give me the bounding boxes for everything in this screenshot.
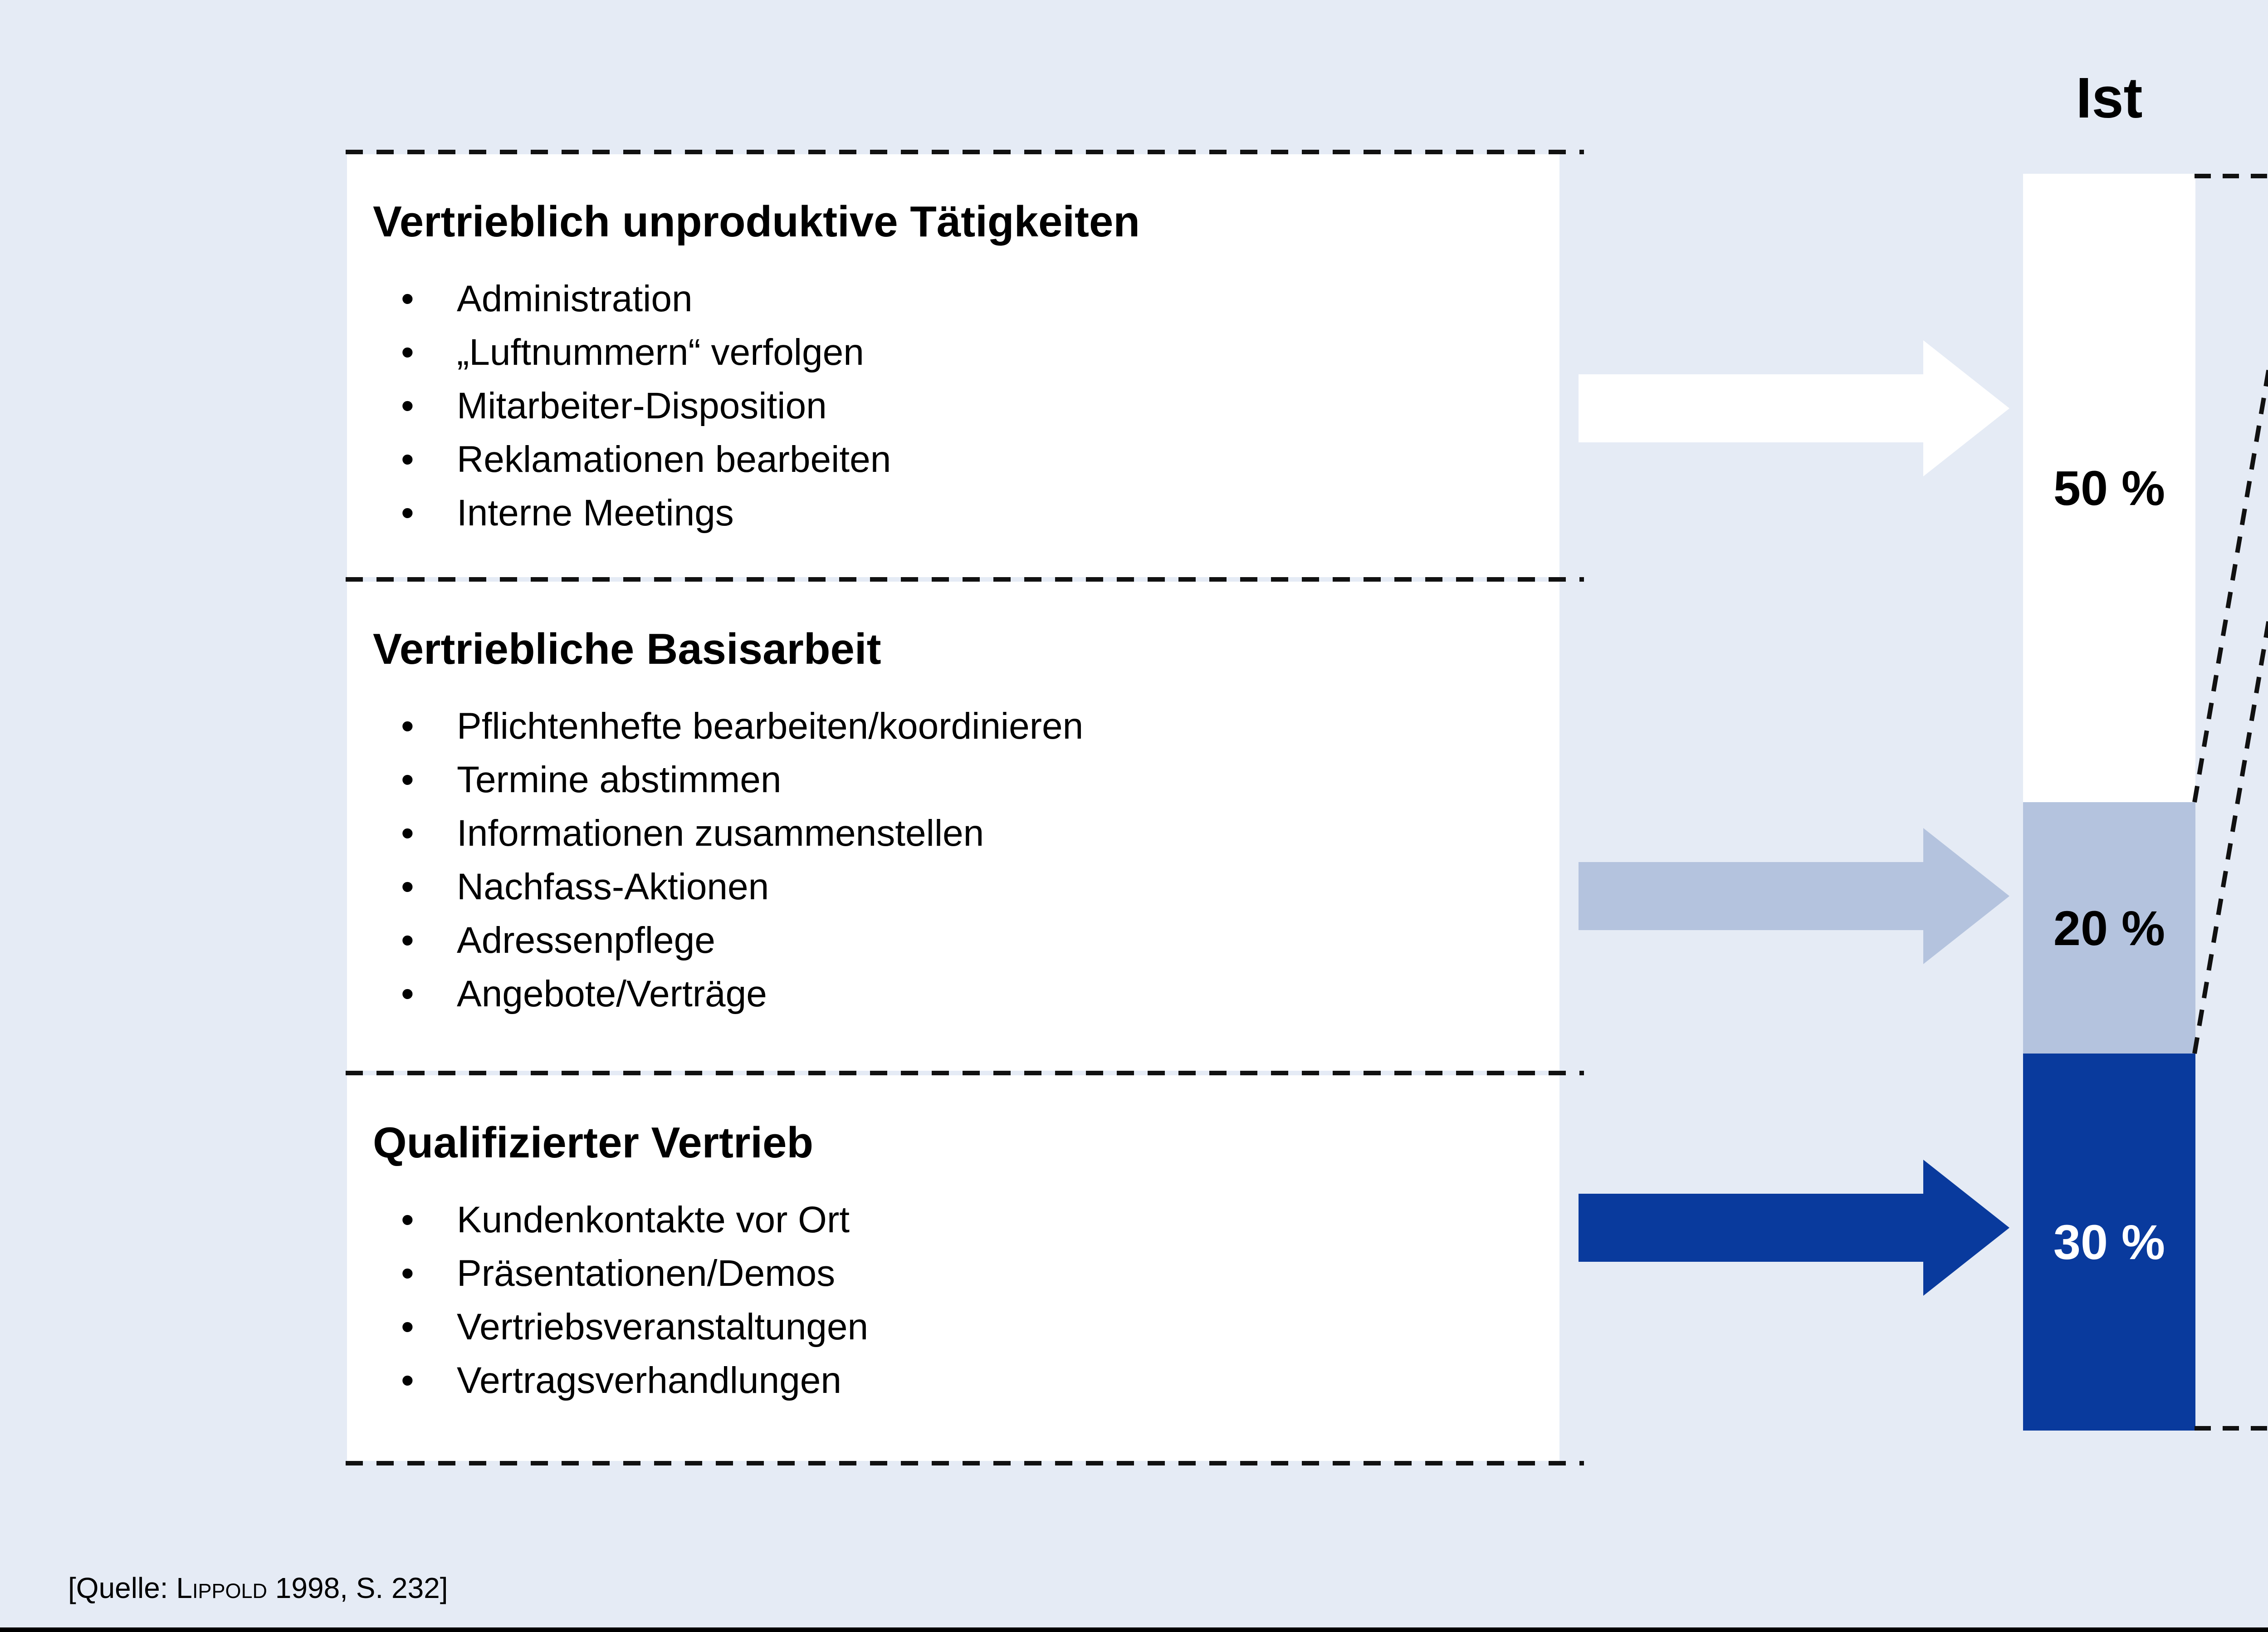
activity-box-unproductive: Vertrieblich unproduktive Tätigkeiten Ad… [347,154,1559,577]
bullet-item: Angebote/Verträge [373,967,1541,1021]
source-citation: [Quelle: Lippold 1998, S. 232] [68,1570,448,1606]
bullet-list: Kundenkontakte vor OrtPräsentationen/Dem… [373,1193,1541,1407]
box-title: Qualifizierter Vertrieb [373,1118,814,1167]
activity-box-basis: Vertriebliche Basisarbeit Pflichtenhefte… [347,582,1559,1071]
bar-segment: 50 % [2023,174,2195,802]
bar-ist: 50 % 20 % 30 % [2023,174,2195,1431]
activity-box-qualified: Qualifizierter Vertrieb Kundenkontakte v… [347,1075,1559,1461]
bottom-border [0,1627,2268,1632]
segment-value-label: 50 % [2053,461,2165,515]
bullet-item: Präsentationen/Demos [373,1247,1541,1300]
segment-value-label: 30 % [2053,1215,2165,1269]
bullet-item: Interne Meetings [373,486,1541,540]
bullet-item: Termine abstimmen [373,753,1541,807]
bullet-list: Administration„Luftnummern“ verfolgenMit… [373,272,1541,540]
box-title: Vertriebliche Basisarbeit [373,625,881,673]
bullet-item: Vertriebsveranstaltungen [373,1300,1541,1354]
bullet-item: Adressenpflege [373,914,1541,967]
arrow-icon-qualified [1579,1160,2009,1296]
arrow-icon-basis [1579,828,2009,964]
bullet-item: Mitarbeiter-Disposition [373,379,1541,433]
dashed-separator-2 [346,577,1584,582]
bullet-item: „Luftnummern“ verfolgen [373,326,1541,379]
source-author: Lippold [176,1572,267,1604]
bullet-item: Nachfass-Aktionen [373,860,1541,914]
bar-segment: 30 % [2023,1054,2195,1431]
arrow-icon-unproductive [1579,340,2009,476]
box-title: Vertrieblich unproduktive Tätigkeiten [373,197,1140,246]
segment-value-label: 20 % [2053,900,2165,956]
bullet-list: Pflichtenhefte bearbeiten/koordinierenTe… [373,700,1541,1021]
source-prefix: [Quelle: [68,1572,176,1604]
bullet-item: Administration [373,272,1541,326]
bar-segment: 20 % [2023,802,2195,1054]
dashed-separator-1 [346,150,1584,154]
bullet-item: Informationen zusammenstellen [373,807,1541,860]
bullet-item: Reklamationen bearbeiten [373,433,1541,486]
column-header-ist: Ist [2076,66,2143,130]
bullet-item: Pflichtenhefte bearbeiten/koordinieren [373,700,1541,753]
bullet-item: Kundenkontakte vor Ort [373,1193,1541,1247]
bullet-item: Vertragsverhandlungen [373,1354,1541,1407]
dashed-separator-3 [346,1071,1584,1075]
dashed-separator-4 [346,1461,1584,1465]
connector-dashed-lines [2192,174,2268,1431]
source-suffix: 1998, S. 232] [267,1572,448,1604]
